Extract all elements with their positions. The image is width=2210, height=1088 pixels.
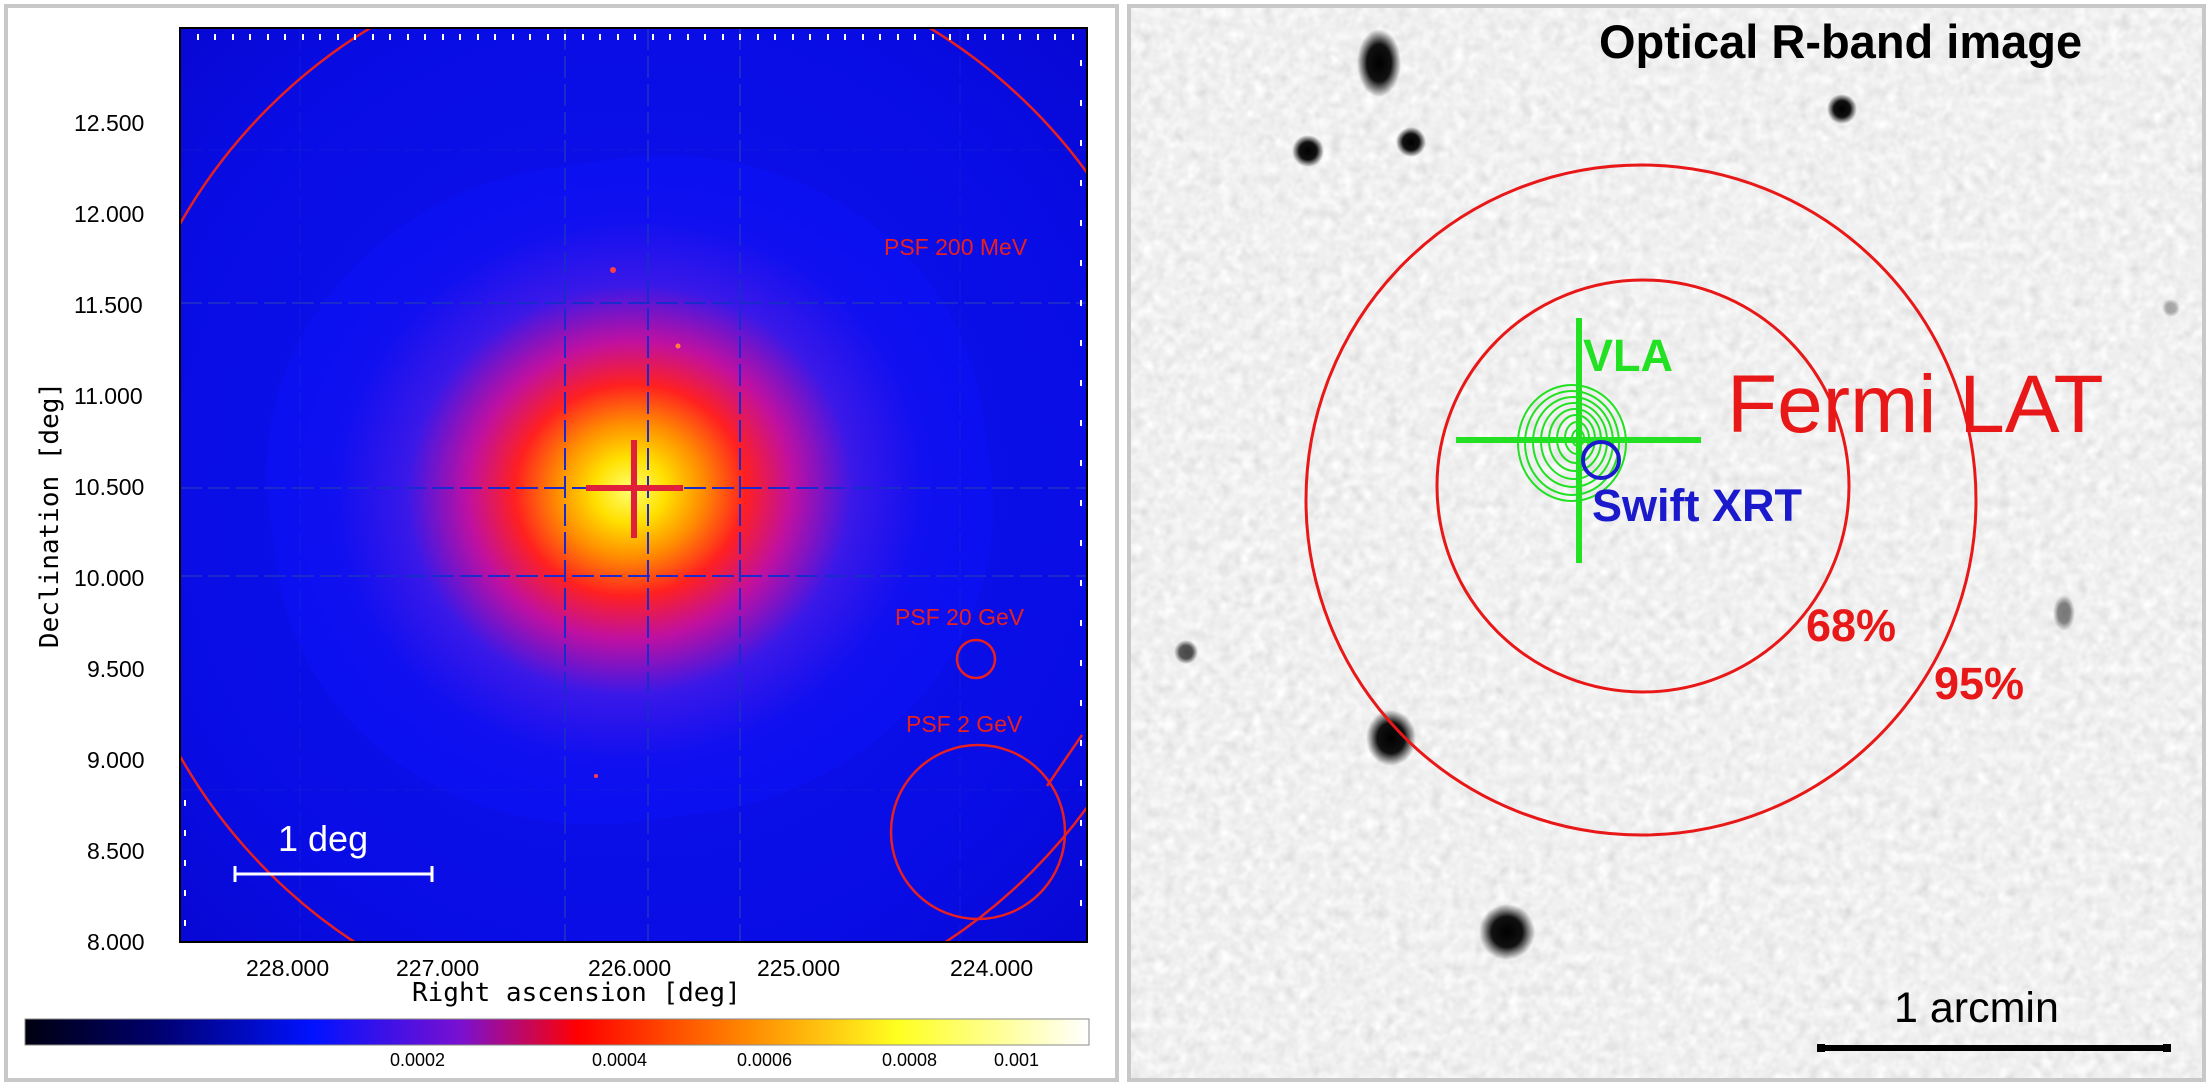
psf-20gev-label: PSF 20 GeV	[895, 604, 1025, 630]
axis-ticks	[184, 34, 1082, 926]
y-tick-label: 9.000	[87, 747, 145, 773]
y-tick-label: 8.500	[87, 838, 145, 864]
swift-xrt-label: Swift XRT	[1592, 480, 1802, 531]
star	[2162, 299, 2180, 317]
y-tick-label: 11.000	[74, 383, 143, 409]
y-tick-label: 10.000	[74, 565, 145, 591]
y-tick-label: 12.000	[74, 201, 145, 227]
colorbar	[24, 1018, 1090, 1046]
y-tick-label: 9.500	[87, 656, 145, 682]
fermi-95-error-circle	[1304, 163, 1978, 837]
fermi-map-svg	[24, 27, 1090, 1046]
y-tick-label: 12.500	[74, 110, 145, 136]
optical-panel-title: Optical R-band image	[1599, 15, 2083, 68]
star	[1396, 127, 1426, 157]
star	[1479, 904, 1535, 960]
colorbar-tick-label: 0.001	[994, 1050, 1040, 1070]
y-tick-label: 8.000	[87, 929, 145, 955]
fermi-lat-label: Fermi LAT	[1727, 359, 2104, 450]
fermi-68-error-circle	[1435, 278, 1851, 694]
colorbar-tick-label: 0.0002	[390, 1050, 446, 1070]
confidence-95-label: 95%	[1934, 658, 2025, 709]
scale-bar-1deg	[233, 866, 434, 882]
colorbar-tick-label: 0.0004	[592, 1050, 648, 1070]
psf-200mev-label: PSF 200 MeV	[884, 234, 1028, 260]
swift-xrt-error-circle	[1581, 440, 1621, 480]
point-source	[675, 343, 681, 349]
arcmin-scale-label: 1 arcmin	[1894, 984, 2059, 1032]
star	[2053, 595, 2075, 631]
star	[1357, 29, 1401, 97]
psf-2gev-arc-fragment	[1045, 734, 1084, 787]
colorbar-tick-label: 0.0006	[737, 1050, 793, 1070]
psf-2gev-circle	[889, 743, 1067, 921]
optical-image-svg	[1131, 8, 2202, 1078]
confidence-68-label: 68%	[1806, 600, 1897, 651]
point-source	[610, 267, 616, 273]
y-tick-label: 10.500	[74, 474, 145, 500]
psf-20gev-circle	[955, 638, 997, 680]
star	[1827, 94, 1857, 124]
point-source	[594, 774, 598, 778]
x-tick-label: 226.000	[588, 955, 672, 981]
scale-bar-label: 1 deg	[278, 818, 369, 859]
x-axis-title: Right ascension [deg]	[412, 978, 741, 1008]
star	[1292, 135, 1324, 167]
source-position-marker	[586, 440, 683, 538]
y-tick-label: 11.500	[74, 292, 143, 318]
x-tick-label: 227.000	[396, 955, 480, 981]
star	[1366, 710, 1416, 766]
vla-label: VLA	[1583, 330, 1673, 381]
optical-sky-background	[1131, 8, 2202, 1078]
star	[1174, 640, 1198, 664]
x-tick-label: 225.000	[757, 955, 841, 981]
x-tick-label: 228.000	[246, 955, 330, 981]
colorbar-tick-label: 0.0008	[882, 1050, 938, 1070]
x-tick-label: 224.000	[950, 955, 1034, 981]
psf-2gev-label: PSF 2 GeV	[906, 711, 1023, 737]
vla-position-cross	[1456, 318, 1701, 563]
y-axis-title: Declination [deg]	[35, 381, 65, 649]
